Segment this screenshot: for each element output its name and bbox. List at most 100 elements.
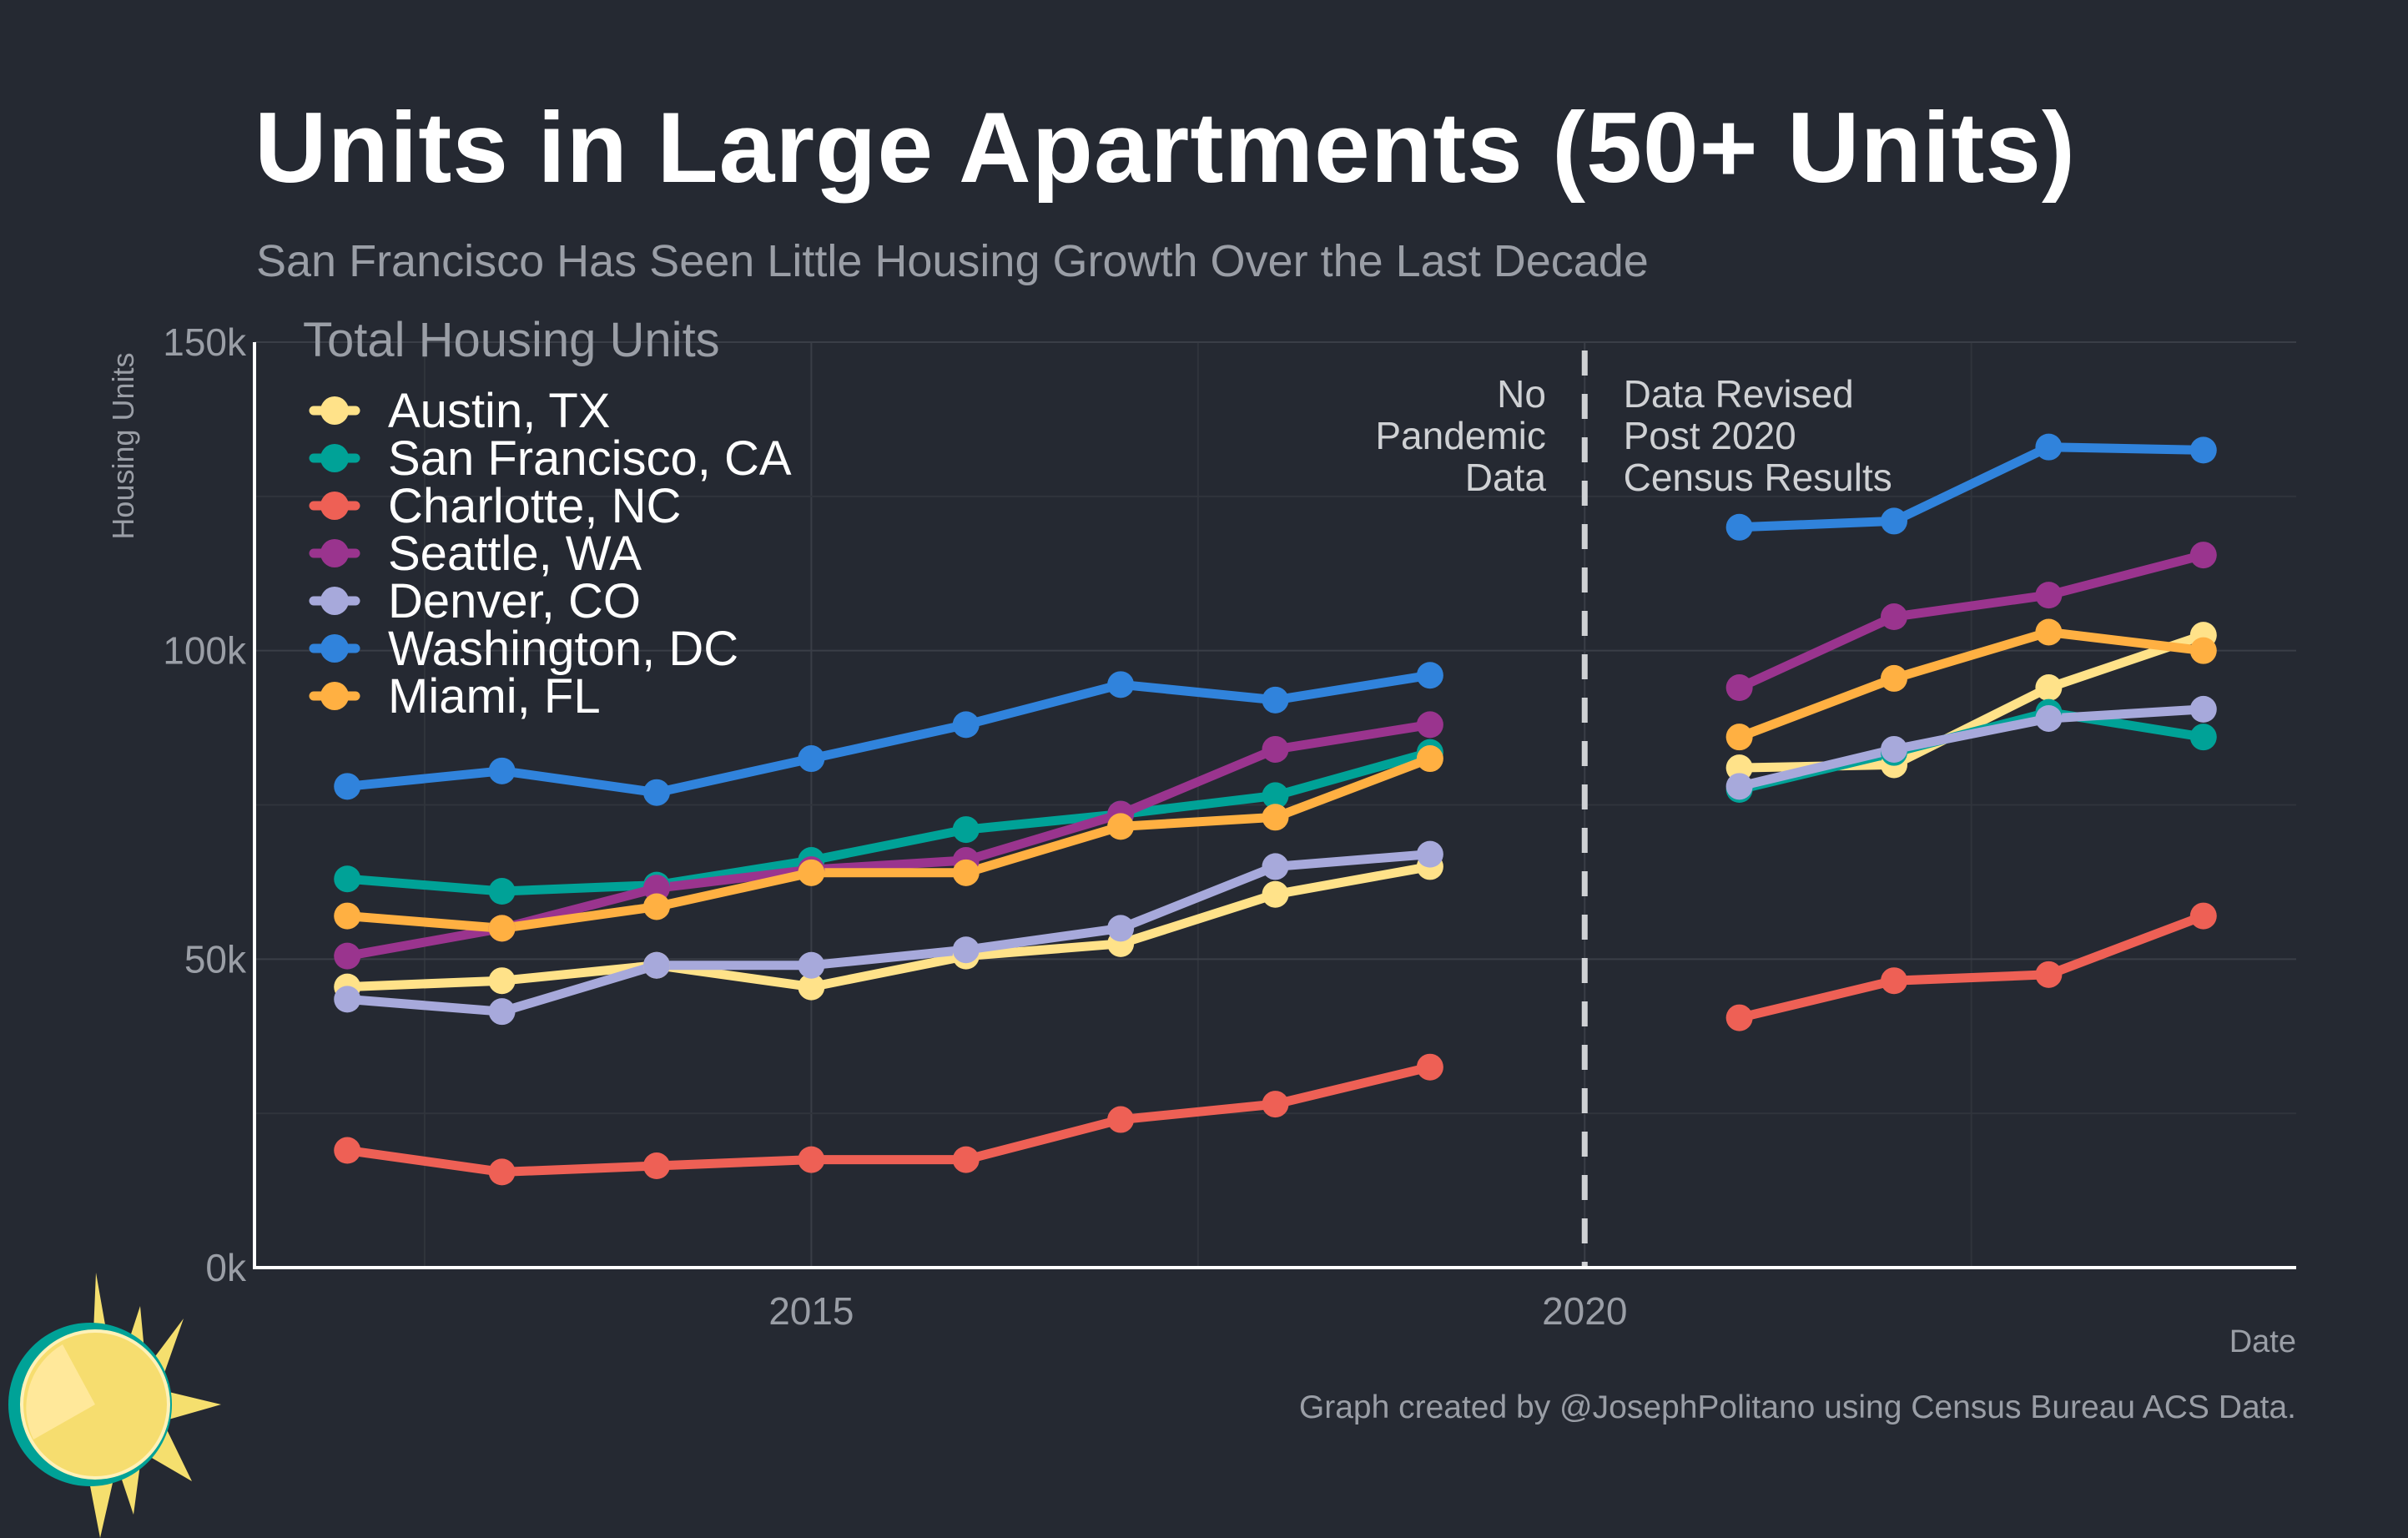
y-axis-label: Housing Units	[106, 352, 140, 539]
legend-entry-label: Charlotte, NC	[388, 479, 681, 533]
data-point	[1881, 967, 1908, 995]
legend-swatch-marker	[320, 682, 349, 710]
legend-entry-label: Miami, FL	[388, 669, 601, 724]
data-point	[952, 859, 980, 886]
data-point	[2189, 637, 2217, 664]
y-tick-label: 150k	[163, 320, 247, 364]
x-tick-label: 2015	[768, 1289, 854, 1333]
data-point	[952, 711, 980, 739]
data-point	[1416, 711, 1443, 739]
legend-swatch-marker	[320, 539, 349, 567]
data-point	[488, 757, 516, 784]
data-point	[798, 951, 825, 979]
data-point	[488, 1158, 516, 1186]
data-point	[1881, 735, 1908, 763]
chart-subtitle: San Francisco Has Seen Little Housing Gr…	[256, 236, 1649, 286]
data-point	[2035, 433, 2063, 461]
data-point	[1416, 1053, 1443, 1081]
data-point	[1725, 674, 1753, 702]
data-point	[488, 915, 516, 942]
data-point	[1881, 603, 1908, 631]
data-point	[2189, 542, 2217, 569]
data-point	[1262, 880, 1289, 908]
annotation-text: No	[1497, 372, 1546, 416]
data-point	[2189, 724, 2217, 751]
data-point	[1725, 724, 1753, 751]
data-point	[798, 973, 825, 1001]
data-point	[2189, 902, 2217, 930]
data-point	[2035, 674, 2063, 702]
series-line	[342, 1062, 1435, 1177]
data-point	[1881, 507, 1908, 535]
annotation-text: Census Results	[1624, 456, 1892, 499]
series-line	[1735, 628, 2209, 742]
data-point	[334, 902, 361, 930]
series-line	[1735, 442, 2209, 532]
series-layer	[334, 433, 2217, 1186]
x-tick-label: 2020	[1542, 1289, 1627, 1333]
legend-entry-label: Austin, TX	[388, 384, 611, 438]
data-point	[1262, 804, 1289, 831]
data-point	[334, 773, 361, 800]
data-point	[1262, 853, 1289, 880]
data-point	[642, 875, 670, 902]
legend-swatch-marker	[320, 634, 349, 663]
legend-swatch-marker	[320, 396, 349, 425]
data-point	[2189, 436, 2217, 464]
data-point	[1725, 754, 1753, 782]
data-point	[642, 779, 670, 806]
data-point	[1262, 686, 1289, 714]
data-point	[1725, 1004, 1753, 1031]
data-point	[2035, 704, 2063, 732]
data-point	[1262, 1091, 1289, 1118]
y-tick-label: 100k	[163, 629, 247, 673]
data-point	[2035, 618, 2063, 646]
data-point	[2035, 961, 2063, 988]
sun-logo-icon	[8, 1273, 221, 1538]
grid-lines	[254, 341, 2296, 1268]
data-point	[642, 951, 670, 979]
legend-entry-label: Denver, CO	[388, 574, 641, 628]
data-point	[798, 745, 825, 773]
data-point	[1725, 513, 1753, 541]
data-point	[1262, 782, 1289, 809]
series-line	[1735, 911, 2209, 1023]
axes: 0k 50k 100k 150k 2015 2020 Housing Units Date	[106, 320, 2296, 1359]
chart-title: Units in Large Apartments (50+ Units)	[254, 92, 2076, 204]
series-line	[342, 861, 1435, 992]
data-point	[952, 936, 980, 964]
data-point	[334, 1137, 361, 1164]
data-point	[488, 967, 516, 995]
y-tick-label: 0k	[205, 1246, 247, 1289]
legend-entry-label: Washington, DC	[388, 622, 738, 676]
data-point	[1416, 745, 1443, 773]
annotation-text: Pandemic	[1375, 414, 1546, 457]
data-point	[1416, 840, 1443, 868]
data-point	[952, 1146, 980, 1173]
series-line	[342, 748, 1435, 896]
legend-entry-label: San Francisco, CA	[388, 431, 792, 486]
data-point	[642, 1152, 670, 1180]
data-point	[334, 942, 361, 970]
annotation-text: Data	[1465, 456, 1547, 499]
data-point	[1881, 664, 1908, 692]
legend-swatch-marker	[320, 492, 349, 520]
series-line	[342, 850, 1435, 1016]
legend-entry-label: Seattle, WA	[388, 527, 642, 581]
series-line	[342, 670, 1435, 798]
data-point	[334, 986, 361, 1013]
source-caption: Graph created by @JosephPolitano using C…	[1298, 1389, 2296, 1425]
data-point	[798, 1146, 825, 1173]
data-point	[1107, 1106, 1135, 1133]
legend-title: Total Housing Units	[303, 313, 720, 367]
data-point	[1262, 735, 1289, 763]
annotation-text: Post 2020	[1624, 414, 1796, 457]
data-point	[1416, 662, 1443, 689]
data-point	[1725, 773, 1753, 800]
y-tick-label: 50k	[184, 937, 247, 981]
data-point	[488, 998, 516, 1026]
data-point	[952, 816, 980, 844]
